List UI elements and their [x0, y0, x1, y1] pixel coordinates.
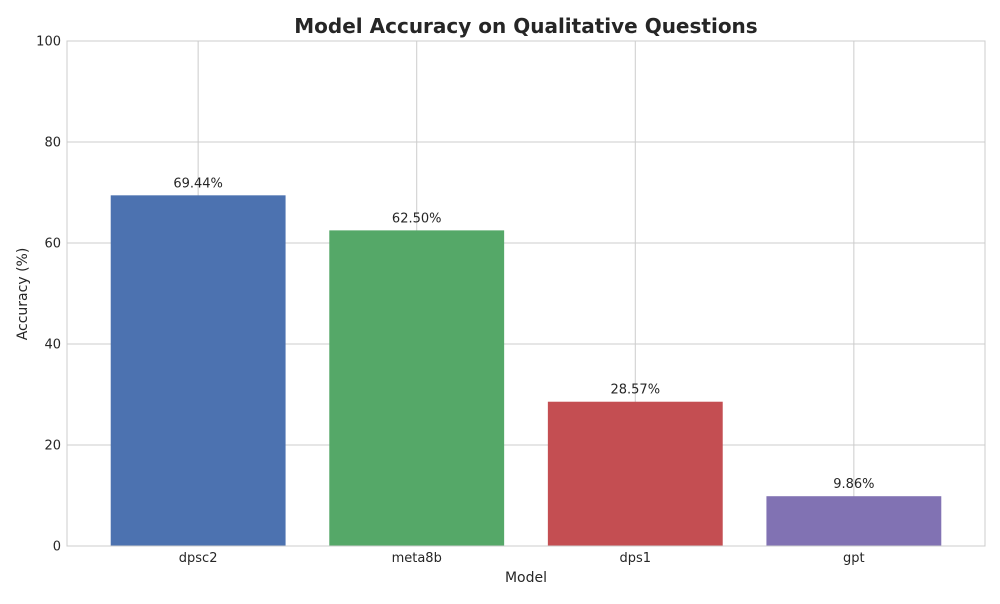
x-tick-label: dpsc2: [179, 551, 218, 566]
tick-layer: 0 20 40 60 80 100 dpsc2 meta8b dps1 gpt: [36, 35, 864, 567]
bar: [766, 496, 942, 546]
bar-value-label: 69.44%: [173, 176, 223, 191]
chart-title: Model Accuracy on Qualitative Questions: [294, 14, 757, 38]
bar-layer: [110, 195, 942, 546]
x-axis-label: Model: [505, 570, 547, 586]
y-tick-label: 40: [44, 338, 61, 353]
bar: [329, 230, 505, 546]
data-label-layer: 69.44% 62.50% 28.57% 9.86%: [173, 176, 874, 492]
bar-value-label: 9.86%: [833, 477, 874, 492]
x-tick-label: gpt: [843, 551, 865, 566]
plot-frame: [66, 40, 986, 547]
y-tick-label: 100: [36, 35, 61, 50]
y-tick-label: 60: [44, 237, 61, 252]
bar-value-label: 28.57%: [610, 383, 660, 398]
y-tick-label: 80: [44, 136, 61, 151]
bar: [110, 195, 286, 546]
bar-value-label: 62.50%: [392, 211, 442, 226]
y-tick-label: 0: [53, 540, 61, 555]
plot-border: [66, 40, 986, 547]
bar: [547, 401, 723, 546]
x-tick-label: meta8b: [392, 551, 442, 566]
y-axis-label: Accuracy (%): [15, 248, 31, 341]
x-tick-label: dps1: [620, 551, 652, 566]
y-tick-label: 20: [44, 439, 61, 454]
